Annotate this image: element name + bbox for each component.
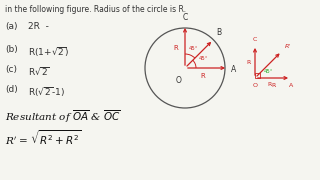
Text: O: O — [252, 83, 258, 88]
Text: C: C — [253, 37, 257, 42]
Text: 45°: 45° — [264, 69, 273, 74]
Text: R$\sqrt{2}$: R$\sqrt{2}$ — [28, 65, 50, 77]
Text: (c): (c) — [5, 65, 17, 74]
Text: C: C — [182, 13, 188, 22]
Text: Resultant of $\overline{OA}$ & $\overline{OC}$: Resultant of $\overline{OA}$ & $\overlin… — [5, 108, 121, 125]
Text: (a): (a) — [5, 22, 18, 31]
Text: R: R — [173, 45, 178, 51]
Text: R': R' — [285, 44, 291, 49]
Text: 2R  -: 2R - — [28, 22, 49, 31]
Text: R: R — [271, 83, 275, 88]
Text: R(1+$\sqrt{2}$): R(1+$\sqrt{2}$) — [28, 45, 69, 58]
Text: R$'$ = $\sqrt{R^2+R^2}$: R$'$ = $\sqrt{R^2+R^2}$ — [5, 128, 81, 147]
Text: 45°: 45° — [199, 56, 208, 61]
Text: O: O — [175, 76, 181, 85]
Bar — [255, 73, 260, 78]
Text: B: B — [216, 28, 221, 37]
Text: 45°: 45° — [189, 46, 198, 51]
Text: R($\sqrt{2}$-1): R($\sqrt{2}$-1) — [28, 85, 65, 98]
Text: (b): (b) — [5, 45, 18, 54]
Text: A: A — [289, 83, 293, 88]
Text: R: R — [247, 60, 251, 65]
Text: R: R — [267, 82, 271, 87]
Text: in the following figure. Radius of the circle is R.: in the following figure. Radius of the c… — [5, 5, 186, 14]
Text: (d): (d) — [5, 85, 18, 94]
Text: A: A — [231, 64, 236, 73]
Text: R: R — [201, 73, 205, 79]
